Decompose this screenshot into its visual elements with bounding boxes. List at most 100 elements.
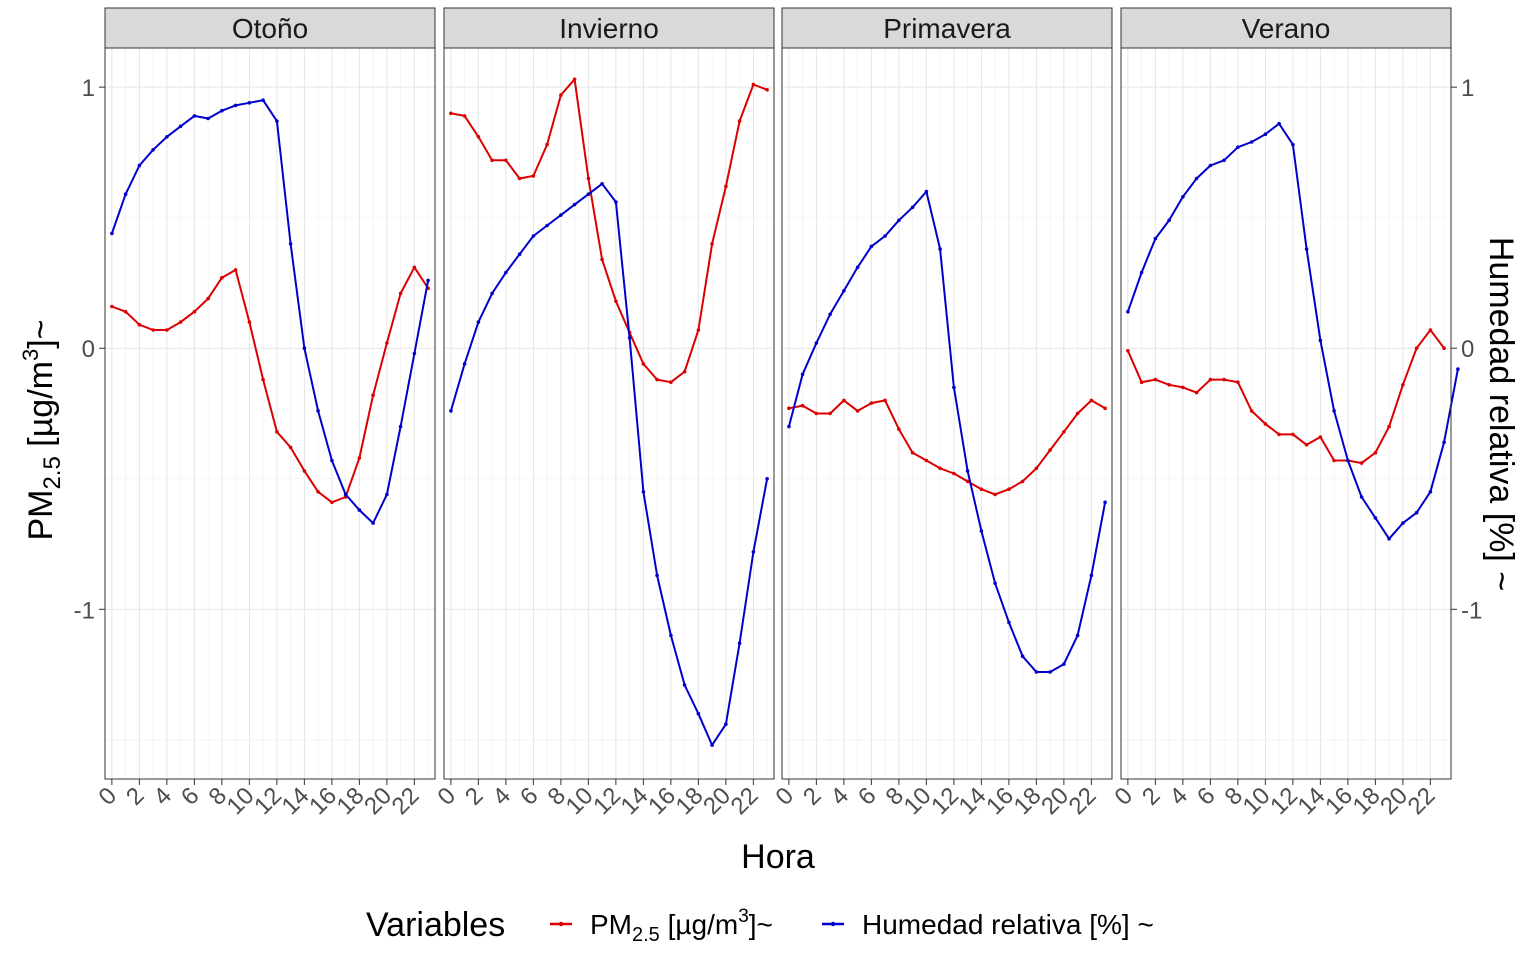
pm25-series-point	[696, 328, 701, 332]
pm25-series-point	[869, 401, 874, 405]
pm25-series-point	[965, 479, 970, 484]
hr-series-point	[490, 291, 494, 296]
left-y-title-main: PM	[22, 490, 60, 541]
pm25-series-point	[1181, 385, 1185, 390]
hr-series-point	[545, 223, 549, 228]
hr-series-point	[1048, 670, 1052, 674]
hr-series-point	[559, 213, 563, 217]
pm25-series-point	[192, 309, 197, 314]
hr-series-point	[1075, 633, 1080, 638]
legend-pm25-rest: [µg/m	[660, 909, 738, 940]
hr-series-point	[1236, 145, 1240, 149]
hr-series-point	[883, 234, 887, 238]
hr-series-point	[655, 573, 659, 578]
hr-series-point	[710, 743, 714, 747]
hr-series-point	[765, 477, 769, 481]
hr-series-point	[1428, 490, 1433, 494]
y-tick-label-left: 1	[82, 75, 95, 102]
panels-layer: Otoño0246810121416182022Invierno02468101…	[94, 7, 1460, 820]
pm25-series-point	[206, 296, 210, 301]
hr-series-point	[1346, 458, 1350, 463]
pm25-series-point	[302, 469, 307, 473]
hr-series-point	[504, 270, 508, 275]
legend-title: Variables	[366, 906, 505, 944]
pm25-series-point	[765, 88, 769, 92]
pm25-series-point	[952, 471, 956, 476]
hr-series-point	[261, 98, 265, 102]
x-tick-label: 0	[1110, 782, 1139, 811]
legend-key-hr-point	[830, 921, 836, 927]
hr-series-point	[910, 205, 915, 210]
pm25-series-point	[559, 93, 563, 97]
x-tick-label: 6	[176, 782, 205, 811]
hr-series-point	[842, 289, 846, 293]
hr-series-point	[627, 336, 632, 340]
y-tick-label-right: -1	[1461, 597, 1482, 624]
hr-series-point	[586, 192, 591, 196]
x-tick-label: 0	[433, 782, 462, 811]
hr-series-point	[800, 372, 805, 377]
hr-series-point	[1034, 670, 1039, 674]
pm25-series-point	[357, 456, 362, 460]
pm25-series-point	[897, 427, 901, 432]
pm25-series-point	[316, 490, 320, 494]
pm25-series-point	[751, 82, 756, 87]
hr-series-point	[938, 247, 942, 251]
facet-strip	[781, 7, 1113, 49]
pm25-series-point	[1208, 377, 1213, 382]
pm25-series-point	[1236, 380, 1240, 385]
x-tick-label: 4	[149, 782, 178, 811]
hr-series-point	[426, 278, 430, 283]
hr-series-point	[110, 231, 114, 236]
pm25-series-point	[261, 377, 265, 382]
hr-series-point	[462, 362, 467, 366]
pm25-series-point	[828, 411, 832, 416]
hr-series-point	[1194, 176, 1199, 181]
pm25-series-point	[1277, 432, 1281, 437]
pm25-series-point	[787, 406, 791, 411]
pm25-series-point	[330, 500, 334, 505]
pm25-series-point	[1291, 432, 1295, 437]
pm25-series-point	[165, 328, 169, 332]
hr-series-point	[165, 135, 169, 139]
panel-background	[105, 48, 435, 779]
hr-series-point	[206, 116, 210, 121]
x-tick-label: 4	[826, 782, 855, 811]
hr-series-point	[1139, 270, 1144, 275]
legend: Variables PM2.5 [µg/m3]~ Humedad relativ…	[366, 906, 1154, 946]
hr-series-point	[1062, 662, 1066, 666]
hr-series-point	[572, 202, 577, 207]
facet-strip-label: Primavera	[883, 13, 1011, 44]
hr-series-point	[343, 492, 348, 497]
pm25-series-point	[371, 393, 375, 398]
hr-series-point	[965, 469, 970, 473]
pm25-series-point	[938, 466, 942, 471]
hr-series-point	[220, 108, 224, 113]
hr-series-point	[1153, 236, 1158, 241]
pm25-series-point	[614, 299, 618, 304]
pm25-series-point	[669, 380, 673, 385]
hr-series-point	[1304, 247, 1309, 251]
hr-series-line	[110, 99, 430, 525]
pm25-series-point	[462, 114, 467, 118]
hr-series-point	[1401, 521, 1405, 525]
pm25-series-point	[1020, 479, 1025, 484]
pm25-series-point	[1263, 422, 1268, 426]
y-tick-label-right: 1	[1461, 75, 1474, 102]
pm25-series-point	[1249, 409, 1254, 413]
pm25-series-point	[1194, 390, 1199, 395]
right-y-axis-title: Humedad relativa [%] ~	[1482, 237, 1520, 591]
x-tick-label: 4	[488, 782, 517, 811]
legend-pm25-main: PM	[590, 909, 632, 940]
pm25-series-point	[504, 158, 508, 163]
hr-series-point	[828, 312, 832, 317]
hr-series-point	[357, 508, 362, 512]
hr-series-point	[952, 385, 956, 390]
pm25-series-point	[1373, 450, 1378, 455]
panel-background	[444, 48, 774, 779]
legend-label-pm25: PM2.5 [µg/m3]~	[590, 906, 773, 946]
hr-series-point	[724, 722, 728, 726]
